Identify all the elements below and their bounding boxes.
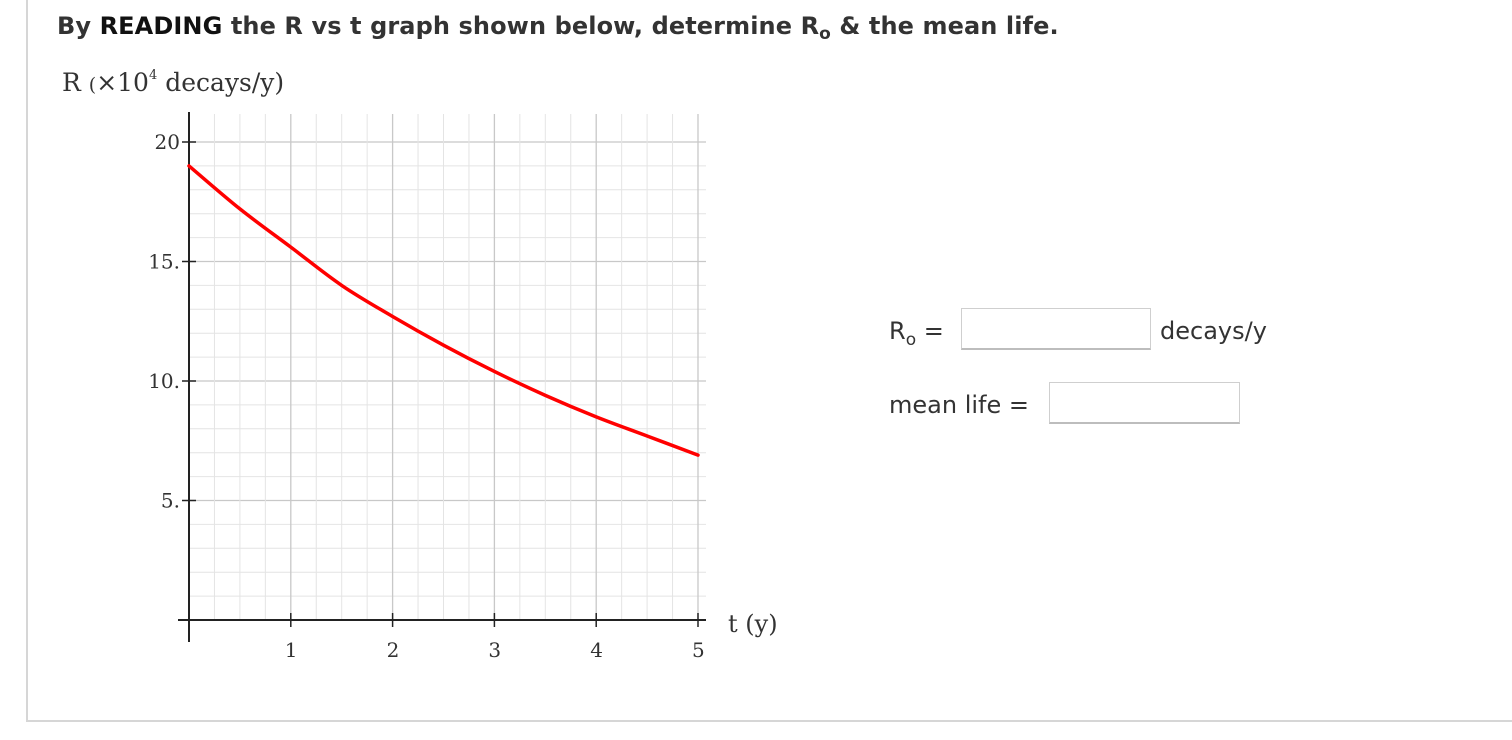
chart-x-axis-label: t (y)	[728, 610, 778, 638]
x-tick-label: 5	[692, 638, 705, 662]
chart-curve-layer	[187, 164, 700, 457]
question-text: By READING the R vs t graph shown below,…	[57, 12, 1059, 44]
r0-input[interactable]	[961, 308, 1151, 350]
chart-axes	[178, 112, 706, 642]
question-emphasis: READING	[99, 12, 223, 40]
y-tick-label: 5.	[161, 489, 180, 513]
question-panel	[26, 0, 1512, 722]
chart-grid	[189, 114, 706, 620]
decay-chart: 1 2 3 4 5 5. 10. 15. 20 t (y)	[148, 112, 778, 662]
y-tick-label: 10.	[148, 369, 180, 393]
y-tick-label: 15.	[148, 250, 180, 274]
chart-y-axis-label: R (×104 decays/y)	[62, 68, 285, 97]
x-tick-label: 2	[387, 638, 400, 662]
mean-life-input[interactable]	[1049, 382, 1240, 424]
y-tick-label: 20	[155, 130, 180, 154]
r0-unit: decays/y	[1160, 317, 1267, 345]
decay-curve	[187, 164, 700, 457]
x-tick-label: 1	[285, 638, 298, 662]
x-tick-label: 3	[488, 638, 501, 662]
x-tick-label: 4	[590, 638, 603, 662]
chart-ticks: 1 2 3 4 5 5. 10. 15. 20	[148, 130, 705, 662]
mean-life-label: mean life =	[889, 391, 1029, 419]
r0-label: Ro =	[889, 317, 944, 350]
